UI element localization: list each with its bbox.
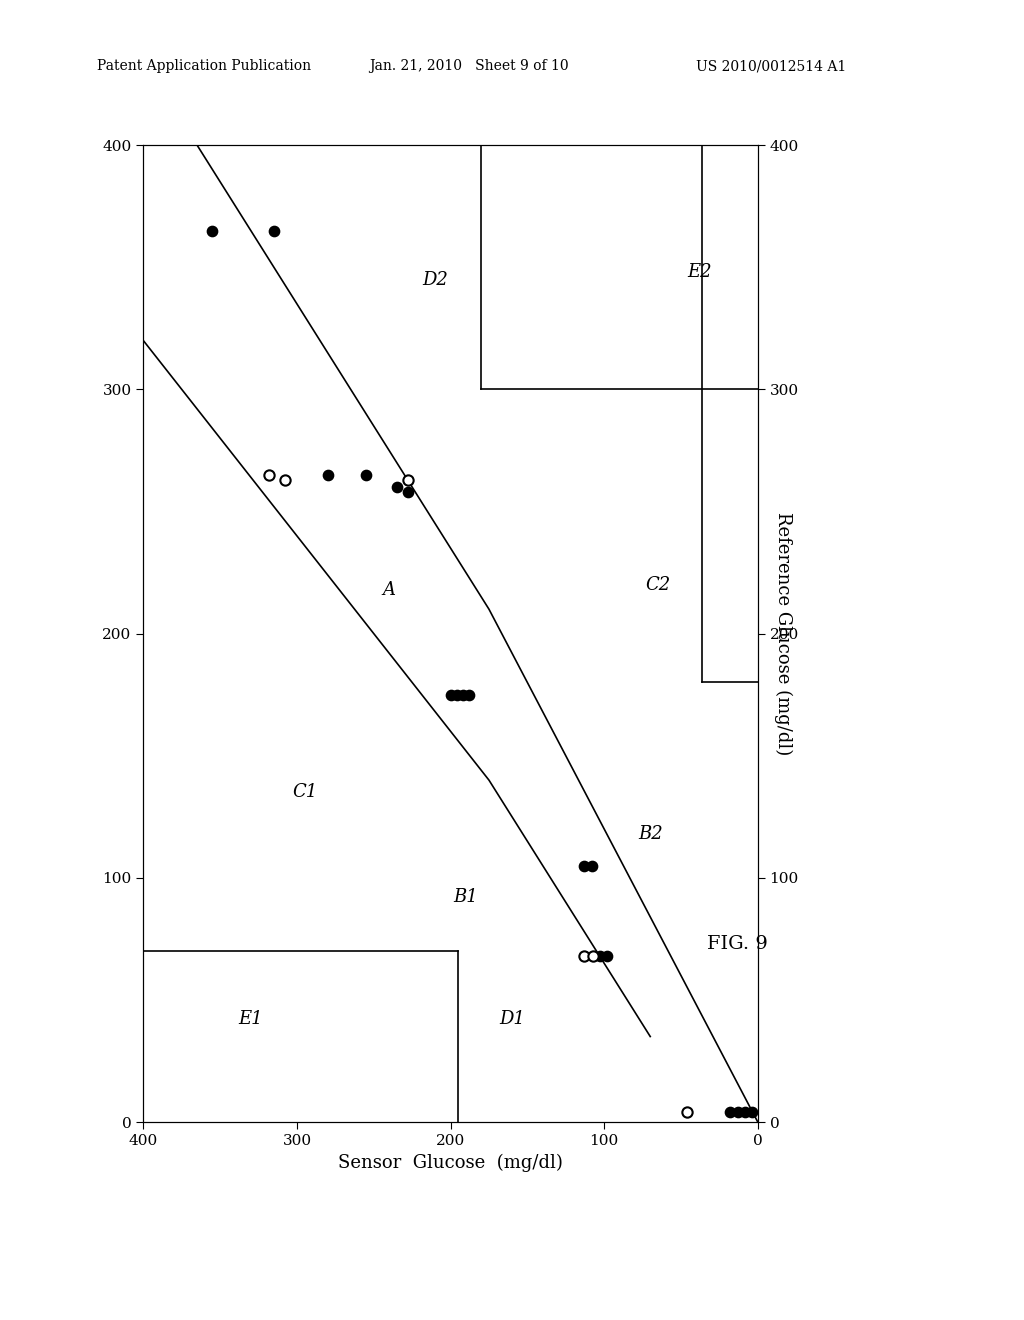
Point xyxy=(584,855,600,876)
Point xyxy=(205,220,221,242)
Text: FIG. 9: FIG. 9 xyxy=(707,935,768,953)
Point xyxy=(575,855,592,876)
Point xyxy=(729,1102,745,1123)
Text: D1: D1 xyxy=(499,1010,525,1028)
Text: Patent Application Publication: Patent Application Publication xyxy=(97,59,311,74)
Text: C2: C2 xyxy=(645,576,671,594)
Point xyxy=(276,469,293,490)
Text: Reference Glucose (mg/dl): Reference Glucose (mg/dl) xyxy=(774,512,793,755)
Text: A: A xyxy=(383,581,395,599)
Point xyxy=(599,945,615,966)
Point xyxy=(261,465,278,486)
X-axis label: Sensor  Glucose  (mg/dl): Sensor Glucose (mg/dl) xyxy=(338,1154,563,1172)
Point xyxy=(265,220,282,242)
Point xyxy=(449,684,465,705)
Point xyxy=(586,945,602,966)
Text: E2: E2 xyxy=(687,263,712,281)
Text: E1: E1 xyxy=(239,1010,263,1028)
Point xyxy=(442,684,459,705)
Point xyxy=(743,1102,760,1123)
Point xyxy=(358,465,375,486)
Text: C1: C1 xyxy=(292,783,317,801)
Text: US 2010/0012514 A1: US 2010/0012514 A1 xyxy=(696,59,847,74)
Point xyxy=(399,469,416,490)
Text: B2: B2 xyxy=(638,825,663,843)
Point xyxy=(679,1102,695,1123)
Point xyxy=(389,477,406,498)
Point xyxy=(722,1102,738,1123)
Text: B1: B1 xyxy=(454,888,478,907)
Point xyxy=(737,1102,754,1123)
Point xyxy=(319,465,336,486)
Point xyxy=(455,684,471,705)
Text: D2: D2 xyxy=(422,271,449,289)
Point xyxy=(399,482,416,503)
Point xyxy=(592,945,608,966)
Point xyxy=(575,945,592,966)
Text: Jan. 21, 2010   Sheet 9 of 10: Jan. 21, 2010 Sheet 9 of 10 xyxy=(369,59,568,74)
Point xyxy=(461,684,477,705)
